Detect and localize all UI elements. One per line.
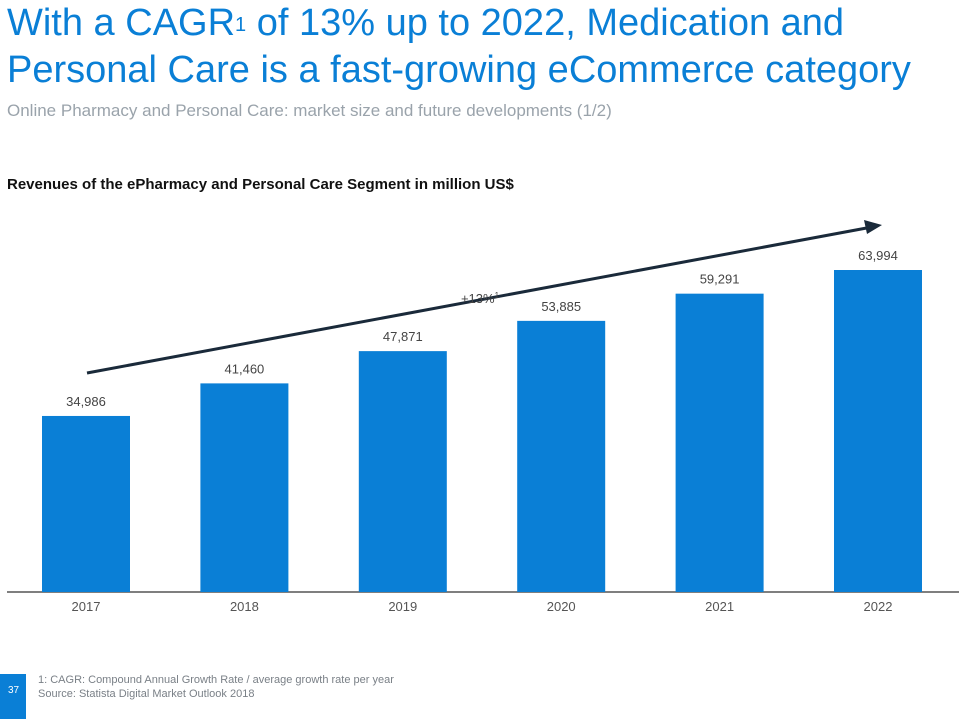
title-part1: With a CAGR: [7, 2, 236, 44]
footnote-source: Source: Statista Digital Market Outlook …: [38, 688, 255, 700]
cagr-annotation: +13%1: [461, 291, 500, 306]
page-title: With a CAGR1 of 13% up to 2022, Medicati…: [7, 0, 967, 94]
value-label-2018: 41,460: [225, 361, 265, 376]
page-number: 37: [8, 685, 20, 696]
title-superscript: 1: [235, 14, 247, 36]
value-label-2017: 34,986: [66, 394, 106, 409]
x-tick-label-2022: 2022: [864, 599, 893, 614]
bar-2021: [675, 293, 764, 592]
value-label-2022: 63,994: [858, 248, 898, 263]
bar-2020: [517, 320, 606, 592]
page-subtitle: Online Pharmacy and Personal Care: marke…: [7, 101, 612, 120]
bar-2019: [358, 351, 447, 592]
bar-chart: 34,986 41,460 47,871 53,885 59,291 63,994 201…: [7, 220, 959, 614]
x-tick-label-2021: 2021: [705, 599, 734, 614]
x-tick-label-2019: 2019: [388, 599, 417, 614]
value-label-2020: 53,885: [541, 299, 581, 314]
value-label-2019: 47,871: [383, 329, 423, 344]
footnote-cagr: 1: CAGR: Compound Annual Growth Rate / a…: [38, 674, 394, 686]
x-tick-label-2020: 2020: [547, 599, 576, 614]
cagr-annotation-sup: 1: [495, 291, 500, 300]
title-part2: of 13% up to 2022, Medication and Person…: [7, 2, 911, 91]
bar-2017: [42, 415, 130, 592]
value-label-2021: 59,291: [700, 272, 740, 287]
bar-2022: [834, 270, 922, 592]
cagr-annotation-text: +13%: [461, 291, 495, 306]
page-number-box: [0, 674, 26, 719]
x-tick-label-2018: 2018: [230, 599, 259, 614]
x-tick-label-2017: 2017: [72, 599, 101, 614]
bar-2018: [200, 383, 289, 592]
cagr-arrowhead: [864, 220, 882, 234]
chart-title: Revenues of the ePharmacy and Personal C…: [7, 176, 514, 193]
footnotes: 1: CAGR: Compound Annual Growth Rate / a…: [38, 673, 394, 701]
cagr-trend-arrow: [86, 225, 873, 375]
